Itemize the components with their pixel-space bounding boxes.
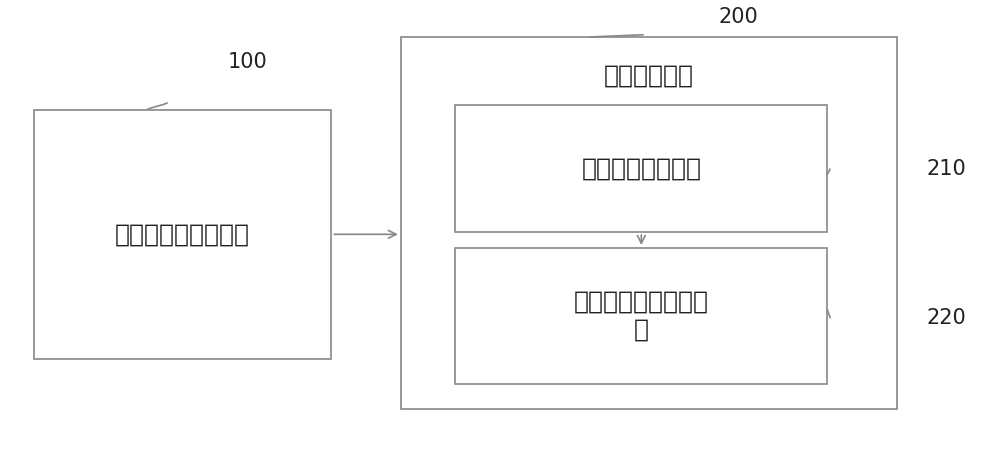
Text: 基准参考电流生成电
路: 基准参考电流生成电 路 <box>574 290 709 342</box>
Text: 数据采集和处理电路: 数据采集和处理电路 <box>115 222 250 246</box>
Text: 220: 220 <box>926 308 966 328</box>
Bar <box>455 105 827 232</box>
Text: 200: 200 <box>718 6 758 26</box>
Bar <box>401 37 897 409</box>
Text: 基准电流生成电路: 基准电流生成电路 <box>581 156 701 181</box>
Bar <box>34 110 331 359</box>
Text: 恒流驱动电路: 恒流驱动电路 <box>604 63 694 88</box>
Bar <box>455 248 827 384</box>
Text: 100: 100 <box>227 52 267 72</box>
Text: 210: 210 <box>926 158 966 179</box>
